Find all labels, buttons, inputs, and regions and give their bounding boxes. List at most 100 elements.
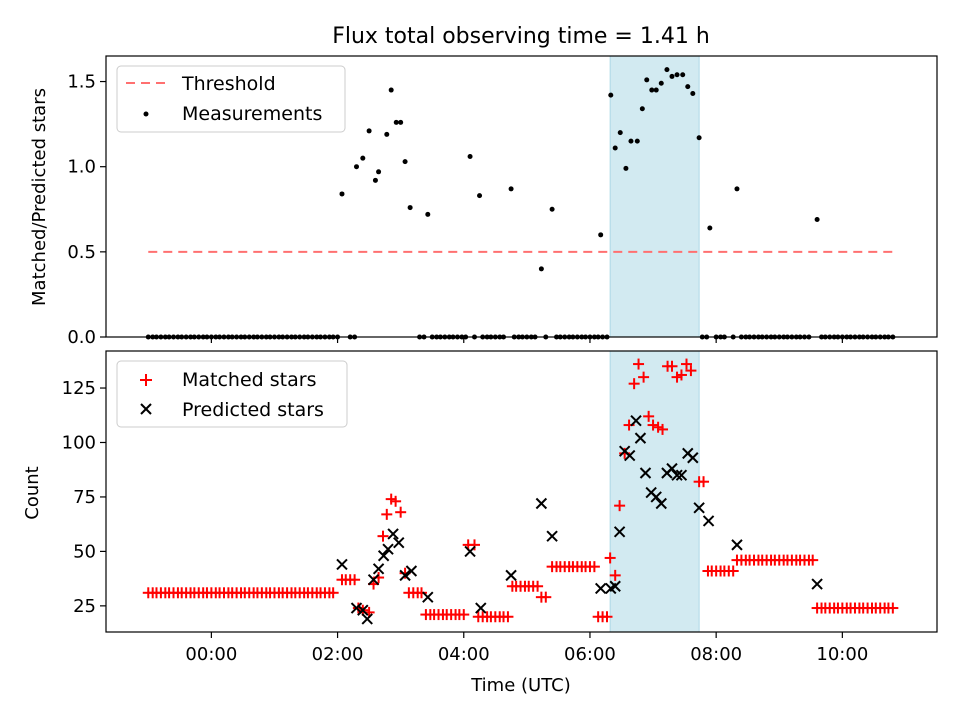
measurement-point bbox=[690, 90, 696, 96]
matched-star-points bbox=[142, 358, 899, 623]
measurement-point bbox=[372, 177, 378, 183]
predicted-star-point bbox=[634, 432, 647, 444]
legend-predicted-swatch bbox=[140, 403, 152, 415]
predicted-star-point bbox=[811, 578, 823, 590]
bottom-y-axis-label: Count bbox=[22, 466, 43, 519]
ratio-panel: 0.0 0.5 1.0 1.5 Matched/Predicted stars Thr… bbox=[29, 55, 938, 348]
measurement-point bbox=[644, 77, 650, 83]
measurement-point bbox=[639, 106, 645, 112]
legend-predicted-label: Predicted stars bbox=[182, 399, 324, 421]
legend-measurements-swatch bbox=[143, 111, 149, 117]
count-panel: 25 50 75 100 125 00:00 02:00 04:00 06:00 08:00 10… bbox=[22, 350, 938, 696]
measurement-point bbox=[680, 72, 686, 78]
top-axes-frame bbox=[105, 55, 938, 338]
matched-star-point bbox=[502, 611, 514, 623]
measurement-point bbox=[402, 159, 408, 165]
chart-title: Flux total observing time = 1.41 h bbox=[332, 24, 710, 49]
matched-star-point bbox=[647, 419, 659, 431]
measurement-point bbox=[664, 67, 670, 73]
top-x-ticks bbox=[210, 337, 843, 343]
legend-threshold-label: Threshold bbox=[181, 73, 276, 95]
measurement-point bbox=[653, 87, 659, 93]
matched-star-point bbox=[395, 506, 407, 518]
measurement-point bbox=[425, 211, 431, 217]
measurement-point bbox=[407, 205, 413, 211]
bottom-legend: Matched stars Predicted stars bbox=[116, 360, 348, 428]
top-y-ticks: 0.0 0.5 1.0 1.5 bbox=[67, 72, 106, 348]
measurement-point bbox=[384, 131, 390, 137]
matched-star-point bbox=[675, 369, 687, 381]
measurement-point bbox=[549, 206, 555, 212]
x-tick-label: 04:00 bbox=[438, 644, 490, 665]
predicted-star-point bbox=[405, 565, 418, 577]
measurement-point bbox=[696, 135, 702, 141]
x-tick-label: 08:00 bbox=[690, 644, 742, 665]
predicted-star-point bbox=[377, 550, 390, 562]
predicted-star-point bbox=[675, 469, 688, 481]
legend-matched-label: Matched stars bbox=[182, 369, 316, 391]
matched-star-point bbox=[609, 569, 621, 581]
top-legend: Threshold Measurements bbox=[116, 65, 346, 133]
measurement-point bbox=[617, 130, 623, 136]
observing-window-band bbox=[609, 350, 700, 633]
predicted-star-point bbox=[655, 497, 667, 510]
matched-star-point bbox=[657, 423, 669, 435]
y-tick-label: 75 bbox=[73, 487, 96, 508]
predicted-star-point bbox=[546, 530, 558, 542]
matched-star-point bbox=[327, 587, 339, 599]
matched-star-point bbox=[633, 358, 645, 370]
matched-star-point bbox=[685, 365, 697, 377]
matched-star-point bbox=[468, 539, 480, 551]
measurement-point bbox=[734, 186, 740, 192]
x-tick-label: 00:00 bbox=[185, 644, 237, 665]
bottom-y-ticks: 25 50 75 100 125 bbox=[62, 378, 106, 617]
measurement-point bbox=[538, 266, 544, 272]
measurement-point bbox=[658, 80, 664, 86]
matched-star-point bbox=[666, 360, 678, 372]
measurement-point bbox=[628, 138, 634, 144]
predicted-star-point bbox=[702, 515, 715, 527]
y-tick-label: 25 bbox=[73, 596, 96, 617]
measurement-point bbox=[669, 73, 675, 79]
measurement-point bbox=[366, 128, 372, 134]
measurement-point bbox=[649, 87, 655, 93]
measurement-point bbox=[674, 72, 680, 78]
predicted-star-point bbox=[693, 502, 705, 514]
y-tick-label: 0.0 bbox=[67, 327, 96, 348]
predicted-star-point bbox=[464, 545, 476, 558]
predicted-star-point bbox=[350, 602, 363, 614]
top-y-axis-label: Matched/Predicted stars bbox=[29, 88, 50, 306]
matched-star-point bbox=[807, 554, 819, 566]
matched-star-point bbox=[415, 587, 427, 599]
measurement-point bbox=[393, 119, 399, 125]
matched-star-point bbox=[643, 410, 655, 422]
measurement-point bbox=[477, 193, 483, 199]
matched-star-point bbox=[604, 552, 616, 564]
bottom-legend-box bbox=[116, 360, 348, 428]
y-tick-label: 1.0 bbox=[67, 157, 96, 178]
predicted-star-point bbox=[613, 526, 626, 538]
legend-matched-swatch bbox=[140, 374, 152, 386]
bottom-x-ticks: 00:00 02:00 04:00 06:00 08:00 10:00 bbox=[185, 632, 868, 665]
predicted-star-points bbox=[336, 414, 823, 625]
y-tick-label: 125 bbox=[62, 378, 96, 399]
measurement-point bbox=[388, 87, 394, 93]
x-tick-label: 10:00 bbox=[816, 644, 868, 665]
predicted-star-point bbox=[630, 414, 642, 427]
predicted-star-point bbox=[382, 543, 394, 555]
legend-measurements-label: Measurements bbox=[182, 103, 322, 125]
predicted-star-point bbox=[671, 469, 683, 481]
predicted-star-point bbox=[367, 574, 380, 586]
top-legend-box bbox=[116, 65, 346, 133]
measurement-point bbox=[360, 155, 366, 161]
measurement-point bbox=[508, 186, 514, 192]
predicted-star-point bbox=[666, 462, 678, 475]
predicted-star-point bbox=[422, 591, 434, 603]
measurement-point bbox=[339, 191, 345, 197]
matched-star-point bbox=[698, 476, 710, 488]
predicted-star-point bbox=[639, 467, 652, 479]
predicted-star-point bbox=[687, 452, 699, 464]
measurement-point bbox=[467, 153, 473, 159]
measurement-point bbox=[623, 165, 629, 171]
predicted-star-point bbox=[372, 563, 385, 575]
